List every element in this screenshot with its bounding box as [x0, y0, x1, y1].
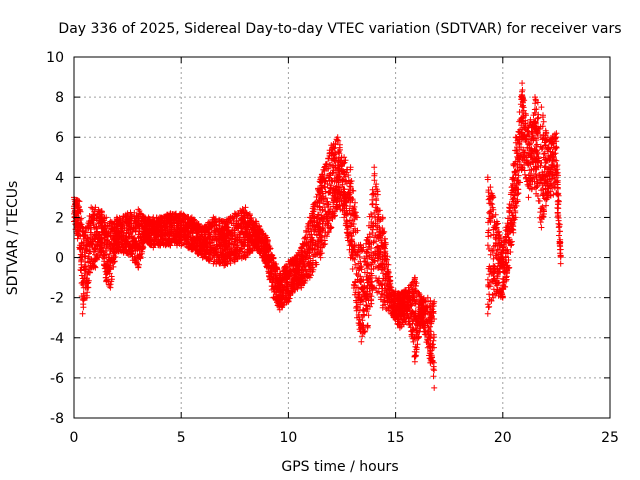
data-point — [89, 240, 95, 247]
data-point — [128, 224, 135, 231]
data-point — [143, 229, 150, 236]
data-point — [89, 216, 96, 223]
data-point — [94, 256, 100, 263]
data-point — [125, 220, 132, 227]
data-point — [170, 224, 177, 231]
data-point — [77, 208, 84, 215]
data-point — [143, 219, 150, 226]
data-point — [128, 243, 134, 250]
data-point — [103, 260, 110, 267]
data-point — [108, 257, 115, 264]
data-point — [106, 264, 113, 271]
data-point — [160, 235, 166, 242]
data-point — [157, 229, 164, 236]
data-point — [80, 290, 87, 297]
data-point — [92, 255, 99, 262]
data-point — [132, 241, 139, 248]
data-point — [79, 281, 86, 288]
data-point — [369, 200, 376, 207]
data-point — [157, 238, 164, 245]
data-point — [152, 232, 158, 239]
data-point — [93, 231, 100, 238]
data-point — [127, 251, 134, 258]
data-point — [486, 291, 493, 298]
data-point — [142, 223, 148, 230]
data-points — [71, 80, 564, 391]
data-point — [78, 261, 85, 268]
data-point — [131, 255, 138, 262]
data-point — [88, 217, 95, 224]
data-point — [136, 261, 142, 268]
data-point — [74, 202, 81, 208]
data-point — [90, 249, 97, 255]
data-point — [109, 258, 116, 265]
data-point — [104, 237, 111, 244]
data-point — [77, 216, 84, 223]
data-point — [120, 244, 127, 251]
data-point — [84, 289, 91, 296]
data-point — [115, 231, 122, 238]
data-point — [84, 244, 91, 250]
data-point — [75, 197, 82, 204]
data-point — [162, 226, 169, 233]
data-point — [108, 226, 115, 233]
data-point — [86, 250, 92, 257]
data-point — [144, 233, 151, 240]
data-point — [99, 213, 106, 220]
data-point — [127, 229, 134, 236]
data-point — [119, 216, 126, 223]
data-point — [164, 215, 171, 222]
data-point — [137, 211, 144, 218]
data-point — [137, 253, 144, 260]
data-point — [174, 220, 181, 227]
data-point — [115, 243, 122, 250]
data-point — [85, 268, 92, 275]
data-point — [80, 304, 87, 311]
data-point — [103, 271, 110, 278]
data-point — [125, 215, 132, 222]
data-point — [126, 223, 133, 230]
data-point — [145, 234, 152, 241]
data-point — [99, 235, 106, 242]
data-point — [88, 256, 95, 263]
data-point — [172, 232, 179, 238]
data-point — [170, 219, 177, 225]
data-point — [136, 222, 143, 229]
data-point — [84, 235, 91, 242]
data-point — [93, 242, 100, 248]
data-point — [489, 201, 496, 208]
data-point — [159, 232, 166, 239]
data-point — [81, 263, 88, 270]
data-point — [158, 217, 164, 223]
data-point — [110, 263, 117, 270]
data-point — [117, 221, 124, 228]
data-point — [173, 214, 180, 220]
data-point — [85, 279, 92, 286]
data-point — [107, 247, 114, 254]
data-point — [118, 236, 125, 243]
data-point — [80, 242, 87, 249]
data-point — [168, 238, 175, 245]
data-point — [111, 254, 118, 261]
data-point — [146, 216, 153, 222]
data-point — [151, 241, 158, 248]
data-point — [165, 233, 172, 240]
data-point — [103, 268, 110, 275]
data-point — [139, 246, 146, 252]
data-point — [172, 211, 179, 218]
data-point — [108, 276, 115, 283]
data-point — [89, 205, 96, 212]
data-point — [485, 304, 492, 311]
data-point — [79, 296, 86, 303]
data-point — [108, 246, 115, 253]
data-point — [93, 225, 100, 232]
data-point — [80, 278, 87, 285]
data-point — [484, 242, 491, 249]
data-point — [93, 232, 99, 239]
data-point — [146, 237, 153, 244]
data-point — [126, 234, 133, 240]
data-point — [150, 229, 157, 236]
